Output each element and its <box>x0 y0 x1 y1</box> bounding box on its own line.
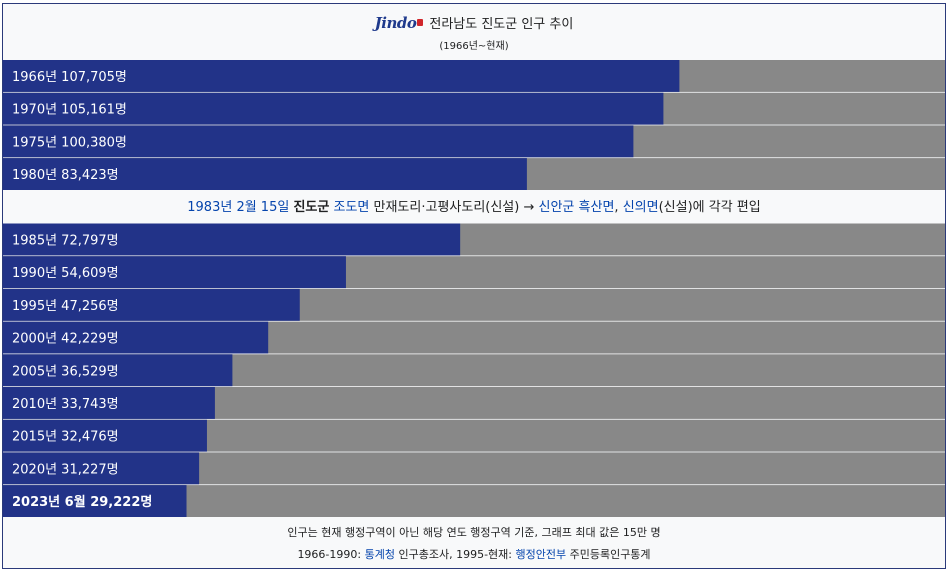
bar-label: 2023년 6월 29,222명 <box>12 494 152 510</box>
bar <box>3 419 207 452</box>
bar <box>3 354 233 387</box>
bar <box>3 321 269 354</box>
bar <box>3 92 664 125</box>
bar-label: 1970년 105,161명 <box>12 103 127 118</box>
bar <box>3 387 215 419</box>
bar <box>3 223 461 256</box>
source-link-statistics-korea[interactable]: 통계청 <box>364 548 395 561</box>
annotation-segment[interactable]: 1983년 2월 15일 <box>187 200 289 215</box>
bar-label: 2010년 33,743명 <box>12 397 119 412</box>
population-bar-chart: 1966년 107,705명 1970년 105,161명 1975년 100,38… <box>3 60 945 517</box>
bar-label: 1985년 72,797명 <box>12 233 119 248</box>
source-suffix: 주민등록인구통계 <box>566 548 651 561</box>
footer-note: 인구는 현재 행정구역이 아닌 해당 연도 행정구역 기준, 그래프 최대 값은… <box>287 526 661 539</box>
chart-header: Jindo 전라남도 진도군 인구 추이 (1966년~현재) <box>3 4 945 60</box>
annotation-segment: , <box>614 200 622 215</box>
bar <box>3 60 680 92</box>
chart-title: 전라남도 진도군 인구 추이 <box>429 17 574 32</box>
source-mid: 인구총조사, 1995-현재: <box>394 548 516 561</box>
bar-label: 1990년 54,609명 <box>12 266 119 281</box>
annotation-segment: 진도군 <box>293 199 329 215</box>
annotation-segment: 만재도리·고평사도리(신설) → <box>369 200 538 215</box>
bar-label: 2005년 36,529명 <box>12 364 119 379</box>
chart-subtitle: (1966년~현재) <box>439 41 509 52</box>
bar-label: 2020년 31,227명 <box>12 462 119 477</box>
footer-source: 1966-1990: 통계청 인구총조사, 1995-현재: 행정안전부 주민등… <box>3 544 945 566</box>
chart-frame: Jindo 전라남도 진도군 인구 추이 (1966년~현재) 1966년 10… <box>2 3 946 569</box>
annotation-segment[interactable]: 신의면 <box>623 200 659 215</box>
bar-label: 1966년 107,705명 <box>12 70 127 85</box>
source-link-ministry[interactable]: 행정안전부 <box>515 548 567 561</box>
bar <box>3 485 187 517</box>
bar-label: 2015년 32,476명 <box>12 430 119 445</box>
bar <box>3 288 300 321</box>
annotation-segment: (신설)에 각각 편입 <box>659 200 761 215</box>
bar-label: 1980년 83,423명 <box>12 168 119 183</box>
source-prefix: 1966-1990: <box>297 548 365 561</box>
annotation-row <box>3 190 945 223</box>
annotation-segment[interactable]: 신안군 흑산면 <box>539 200 615 215</box>
bar <box>3 256 346 289</box>
logo-text: Jindo <box>374 13 417 32</box>
bar-label: 1975년 100,380명 <box>12 135 127 150</box>
jindo-logo: Jindo <box>375 14 424 32</box>
bar <box>3 452 200 485</box>
annotation-text: 1983년 2월 15일 진도군 조도면 만재도리·고평사도리(신설) → 신안… <box>187 199 760 215</box>
bar-label: 2000년 42,229명 <box>12 332 119 347</box>
bar <box>3 158 527 190</box>
title-line: Jindo 전라남도 진도군 인구 추이 <box>3 13 945 33</box>
bar-label: 1995년 47,256명 <box>12 299 119 314</box>
chart-footer: 인구는 현재 행정구역이 아닌 해당 연도 행정구역 기준, 그래프 최대 값은… <box>3 522 945 566</box>
annotation-segment[interactable]: 조도면 <box>333 200 369 215</box>
logo-mark-icon <box>417 19 424 26</box>
bar <box>3 125 634 158</box>
